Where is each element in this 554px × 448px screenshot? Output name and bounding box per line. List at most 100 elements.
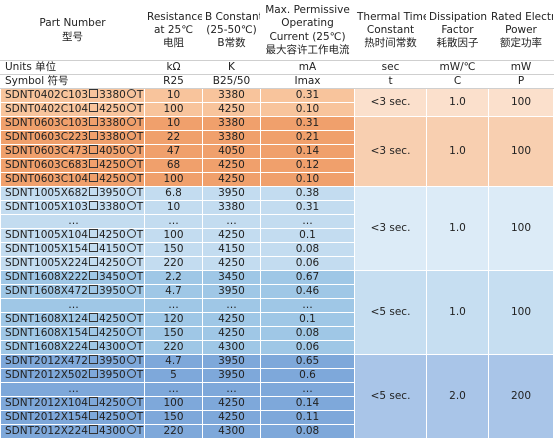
part-number-bvalue: 4150 xyxy=(98,242,126,255)
square-outline-icon xyxy=(88,201,98,211)
b-constant-cell: 3380 xyxy=(202,116,261,131)
part-number-prefix: SDNT2012X472 xyxy=(5,354,88,367)
max-current-cell: 0.08 xyxy=(260,326,355,341)
part-number-cell: SDNT1608X222 3450 TF xyxy=(0,270,145,285)
circle-outline-icon xyxy=(126,397,136,407)
units-label: Units 单位 xyxy=(0,60,145,75)
part-number-prefix: SDNT0603C104 xyxy=(5,172,89,185)
part-number-bvalue: 4300 xyxy=(98,340,126,353)
square-outline-icon xyxy=(88,355,98,365)
b-constant-cell: 3950 xyxy=(202,186,261,201)
square-outline-icon xyxy=(88,257,98,267)
part-number-suffix: TF xyxy=(136,116,144,129)
max-current-cell: 0.06 xyxy=(260,256,355,271)
thermal-time-cell: <3 sec. xyxy=(354,186,427,271)
symbol-cell: R25 xyxy=(144,74,203,89)
max-current-cell: 0.1 xyxy=(260,312,355,327)
circle-outline-icon xyxy=(126,369,136,379)
part-number-cell: SDNT1005X154 4150 TF xyxy=(0,242,145,257)
part-number-suffix: TF xyxy=(136,270,144,283)
square-outline-icon xyxy=(89,145,99,155)
square-outline-icon xyxy=(89,173,99,183)
b-constant-cell: … xyxy=(202,214,261,229)
part-number-prefix: SDNT2012X224 xyxy=(5,424,88,437)
b-constant-cell: 4250 xyxy=(202,228,261,243)
square-outline-icon xyxy=(88,285,98,295)
circle-outline-icon xyxy=(126,187,136,197)
spec-table: Part Number 型号 Resistance at 25℃ 电阻 B Co… xyxy=(0,0,554,439)
table-row: SDNT0603C4734050TF4740500.14 xyxy=(0,144,554,159)
dissipation-cell: 1.0 xyxy=(426,116,489,187)
part-number-suffix: TF xyxy=(136,396,144,409)
part-number-prefix: SDNT1005X682 xyxy=(5,186,88,199)
resistance-cell: 150 xyxy=(144,326,203,341)
part-number-bvalue: 3450 xyxy=(98,270,126,283)
part-number-bvalue: 4250 xyxy=(98,256,126,269)
table-row: SDNT0603C6834250TF6842500.12 xyxy=(0,158,554,173)
table-row: SDNT0603C1044250TF10042500.10 xyxy=(0,172,554,187)
part-number-suffix: TF xyxy=(136,410,144,423)
b-constant-cell: 3950 xyxy=(202,284,261,299)
max-current-cell: … xyxy=(260,298,355,313)
b-constant-cell: 4250 xyxy=(202,102,261,117)
resistance-cell: 100 xyxy=(144,228,203,243)
resistance-cell: 150 xyxy=(144,242,203,257)
thermal-time-cell: <3 sec. xyxy=(354,116,427,187)
resistance-cell: 150 xyxy=(144,410,203,425)
resistance-cell: 4.7 xyxy=(144,284,203,299)
part-number-bvalue: 3950 xyxy=(98,186,126,199)
resistance-cell: 6.8 xyxy=(144,186,203,201)
part-number-suffix: TF xyxy=(136,354,144,367)
symbol-label: Symbol 符号 xyxy=(0,74,145,89)
part-number-prefix: SDNT0603C473 xyxy=(5,144,89,157)
part-number-cell: SDNT1608X224 4300 TF xyxy=(0,340,145,355)
resistance-cell: 220 xyxy=(144,340,203,355)
table-row: SDNT0603C1033380TF1033800.31<3 sec.1.010… xyxy=(0,116,554,187)
max-current-cell: 0.65 xyxy=(260,354,355,369)
table-row: SDNT0402C1044250TF10042500.10 xyxy=(0,102,554,117)
part-number-cell: … xyxy=(0,214,145,229)
b-constant-cell: 3450 xyxy=(202,270,261,285)
header-resistance: Resistance at 25℃ 电阻 xyxy=(144,0,203,61)
part-number-bvalue: 4250 xyxy=(98,312,126,325)
max-current-cell: 0.14 xyxy=(260,144,355,159)
resistance-cell: 10 xyxy=(144,88,203,103)
symbol-cell: Imax xyxy=(260,74,355,89)
b-constant-cell: 4250 xyxy=(202,256,261,271)
b-constant-cell: 4250 xyxy=(202,312,261,327)
square-outline-icon xyxy=(88,313,98,323)
units-row: Units 单位 kΩ K mA sec mW/℃ mW xyxy=(0,60,554,75)
part-number-suffix: TF xyxy=(136,424,144,437)
circle-outline-icon xyxy=(126,271,136,281)
header-dissipation: Dissipation Factor 耗散因子 xyxy=(426,0,489,61)
part-number-bvalue: 4300 xyxy=(98,424,126,437)
part-number-prefix: SDNT2012X154 xyxy=(5,410,88,423)
dissipation-cell: 1.0 xyxy=(426,270,489,355)
b-constant-cell: … xyxy=(202,298,261,313)
table-row: ………… xyxy=(0,382,554,397)
part-number-cell: SDNT1005X224 4250 TF xyxy=(0,256,145,271)
circle-outline-icon xyxy=(126,355,136,365)
resistance-cell: … xyxy=(144,298,203,313)
units-cell: mW/℃ xyxy=(426,60,489,75)
part-number-suffix: TF xyxy=(136,312,144,325)
resistance-cell: 68 xyxy=(144,158,203,173)
max-current-cell: 0.31 xyxy=(260,116,355,131)
resistance-cell: … xyxy=(144,214,203,229)
square-outline-icon xyxy=(89,131,99,141)
part-number-cell: SDNT2012X502 3950 TF xyxy=(0,368,145,383)
circle-outline-icon xyxy=(126,285,136,295)
part-number-cell: SDNT2012X224 4300 TF xyxy=(0,424,145,439)
table-row: SDNT1005X1544150TF15041500.08 xyxy=(0,242,554,257)
b-constant-cell: 3950 xyxy=(202,368,261,383)
part-number-prefix: SDNT1608X124 xyxy=(5,312,88,325)
part-number-cell: SDNT1005X682 3950 TF xyxy=(0,186,145,201)
units-cell: mA xyxy=(260,60,355,75)
part-number-suffix: TF xyxy=(136,242,144,255)
part-number-prefix: SDNT0603C683 xyxy=(5,158,89,171)
thermal-time-cell: <5 sec. xyxy=(354,270,427,355)
header-b-constant: B Constant (25-50℃) B常数 xyxy=(202,0,261,61)
b-constant-cell: 4150 xyxy=(202,242,261,257)
circle-outline-icon xyxy=(126,425,136,435)
symbol-cell: t xyxy=(354,74,427,89)
